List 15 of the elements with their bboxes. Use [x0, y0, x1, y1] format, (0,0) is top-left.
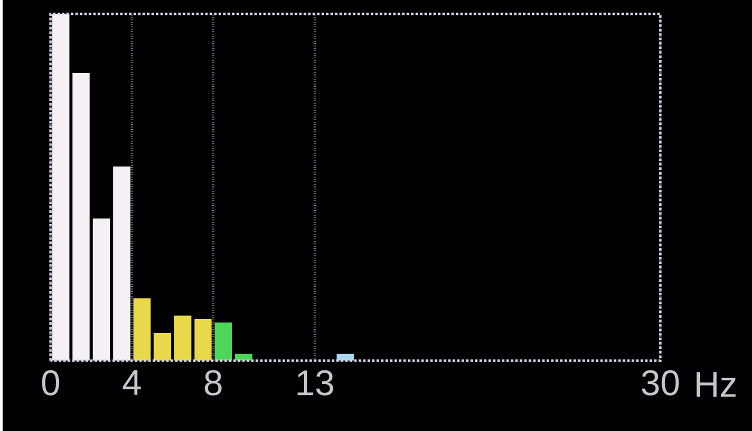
x-tick-label: 13 — [298, 370, 334, 396]
bar — [174, 315, 192, 360]
bar — [92, 218, 110, 360]
x-axis-title: Hz — [696, 372, 736, 397]
bar — [113, 166, 130, 360]
x-tick-label: 30 — [642, 370, 679, 396]
bar — [72, 72, 90, 360]
bar — [133, 298, 151, 360]
bar — [154, 332, 172, 360]
bar — [214, 322, 232, 360]
x-tick-label: 4 — [122, 370, 141, 395]
x-tick-label: 8 — [204, 370, 222, 396]
bar — [194, 318, 212, 360]
bar — [52, 14, 70, 360]
x-tick-label: 0 — [42, 370, 60, 396]
